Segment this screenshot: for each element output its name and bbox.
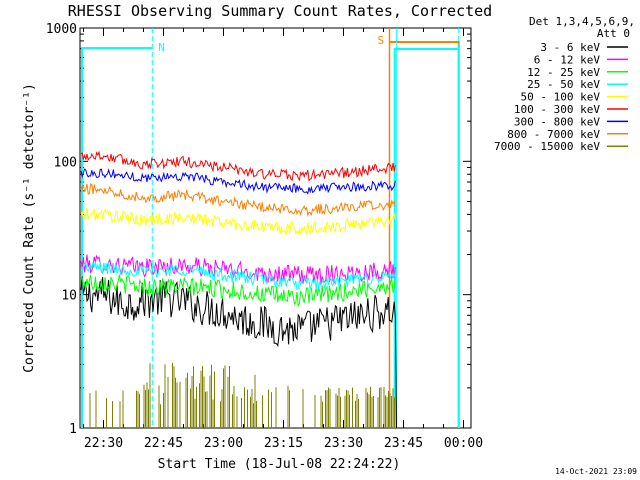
series-line [80, 276, 397, 429]
series-line [80, 183, 396, 217]
x-tick-label: 23:30 [324, 436, 363, 451]
series-3-6kev [80, 276, 397, 429]
y-tick-label: 10 [61, 289, 77, 304]
chart-title: RHESSI Observing Summary Count Rates, Co… [68, 2, 492, 20]
legend-title-line-1: Det 1,3,4,5,6,9, [529, 15, 635, 28]
y-tick-label: 100 [54, 155, 77, 170]
annotation-s: S [378, 34, 385, 47]
legend-label: 6 - 12 keV [534, 53, 601, 66]
series-line [89, 362, 395, 428]
legend-title-line-2: Att 0 [597, 27, 630, 40]
series-line [80, 150, 396, 182]
series-7000-15000kev [89, 362, 395, 428]
legend-label: 300 - 800 keV [514, 115, 600, 128]
series-line [80, 274, 396, 308]
y-tick-label: 1 [69, 422, 77, 437]
x-tick-label: 22:30 [84, 436, 123, 451]
series-50-100kev [80, 207, 396, 236]
x-tick-label: 22:45 [144, 436, 183, 451]
spacecraft-state-lines [81, 28, 460, 428]
series-line [80, 261, 396, 291]
x-tick-label: 00:00 [444, 436, 483, 451]
annotation-n: N [158, 41, 165, 54]
footer-timestamp: 14-Oct-2021 23:09 [555, 467, 637, 476]
legend-label: 25 - 50 keV [527, 78, 600, 91]
series-line [80, 168, 396, 195]
x-tick-label: 23:45 [384, 436, 423, 451]
x-axis-label: Start Time (18-Jul-08 22:24:22) [158, 457, 401, 472]
x-tick-label: 23:00 [204, 436, 243, 451]
legend-label: 3 - 6 keV [540, 41, 600, 54]
series-6-12kev [80, 254, 396, 284]
series-100-300kev [80, 150, 396, 182]
x-tick-label: 23:15 [264, 436, 303, 451]
x-axis: 22:30 22:45 23:00 23:15 23:30 23:45 00:00 [83, 28, 483, 451]
legend-label: 50 - 100 keV [521, 91, 601, 104]
series-lines [80, 150, 397, 429]
series-12-25kev [80, 274, 396, 308]
series-line [80, 254, 396, 284]
legend-label: 7000 - 15000 keV [494, 140, 600, 153]
legend-label: 12 - 25 keV [527, 66, 600, 79]
series-800-7000kev [80, 183, 396, 217]
series-line [80, 207, 396, 236]
night-interval-line [81, 47, 153, 428]
y-tick-label: 1000 [46, 22, 77, 37]
legend-label: 800 - 7000 keV [507, 128, 600, 141]
y-axis-label: Corrected Count Rate (s⁻¹ detector⁻¹) [22, 83, 37, 373]
plot-area: 1 10 100 1000 22:30 22:45 23:00 23:15 23:30 23:4… [46, 22, 483, 451]
series-300-800kev [80, 168, 396, 195]
annotations: NS [158, 34, 384, 54]
series-25-50kev [80, 261, 396, 291]
legend-label: 100 - 300 keV [514, 103, 600, 116]
